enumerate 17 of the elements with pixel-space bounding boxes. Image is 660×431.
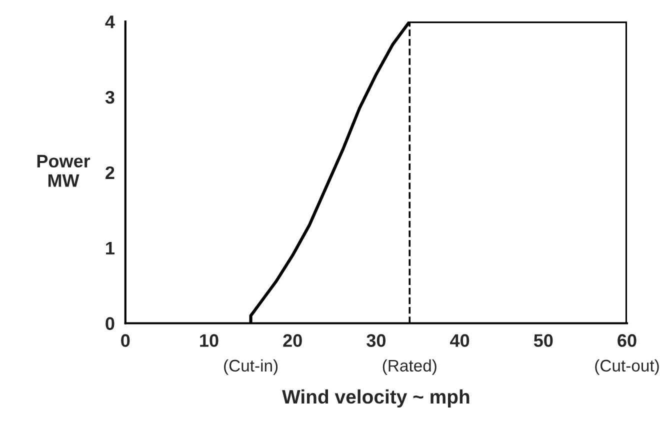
y-tick-label: 3 bbox=[105, 90, 114, 104]
ref-line-label: (Rated) bbox=[382, 359, 436, 375]
annotation: (Cut-out) bbox=[595, 359, 659, 375]
x-tick-label: 50 bbox=[534, 334, 553, 347]
x-axis-title: Wind velocity ~ mph bbox=[282, 389, 470, 408]
x-tick-label: 40 bbox=[450, 334, 470, 347]
x-tick-label: 10 bbox=[200, 334, 218, 347]
y-tick-label: 1 bbox=[106, 242, 114, 254]
annotation: (Cut-in) bbox=[224, 359, 278, 375]
y-axis-title: Power MW bbox=[37, 154, 90, 187]
x-tick-label: 20 bbox=[283, 334, 302, 347]
x-tick-label: 60 bbox=[618, 334, 636, 347]
y-tick-label: 4 bbox=[105, 16, 115, 28]
y-tick-label: 0 bbox=[106, 317, 114, 330]
y-tick-label: 2 bbox=[106, 166, 114, 179]
x-tick-label: 0 bbox=[121, 334, 130, 347]
x-tick-label: 30 bbox=[366, 334, 386, 347]
